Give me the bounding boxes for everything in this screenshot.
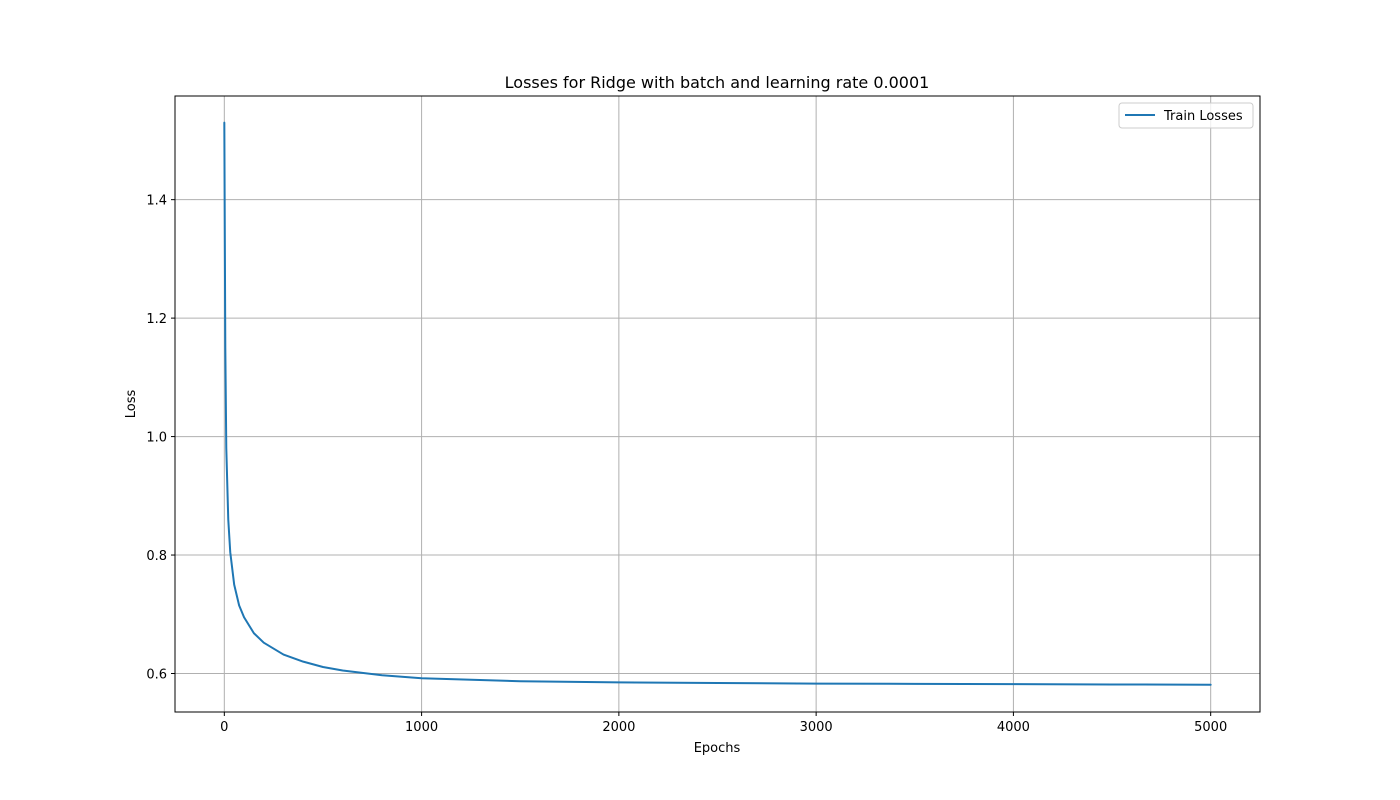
- legend: Train Losses: [1118, 102, 1254, 129]
- axis-ticks: 0 1000 2000 3000 4000 5000 0.6 0.8 1.0 1.2 1.4: [146, 194, 1227, 735]
- grid-lines: [175, 96, 1260, 712]
- y-tick-label: 0.6: [146, 668, 167, 683]
- y-tick-label: 0.8: [146, 549, 167, 564]
- y-tick-label: 1.4: [146, 194, 167, 209]
- x-tick-label: 4000: [997, 720, 1030, 735]
- y-tick-label: 1.0: [146, 431, 167, 446]
- x-tick-label: 0: [220, 720, 228, 735]
- series-line-train-losses: [223, 121, 1212, 686]
- legend-box: [1118, 102, 1254, 129]
- plot-frame: [174, 95, 1261, 713]
- series-layer: [223, 121, 1212, 686]
- x-tick-label: 2000: [602, 720, 635, 735]
- legend-label-train-losses: Train Losses: [1163, 109, 1243, 124]
- x-tick-label: 3000: [800, 720, 833, 735]
- y-axis-label: Loss: [124, 390, 139, 419]
- x-tick-label: 1000: [405, 720, 438, 735]
- y-tick-label: 1.2: [146, 312, 167, 327]
- x-axis-label: Epochs: [694, 741, 741, 756]
- chart-title: Losses for Ridge with batch and learning…: [505, 73, 930, 92]
- x-tick-label: 5000: [1194, 720, 1227, 735]
